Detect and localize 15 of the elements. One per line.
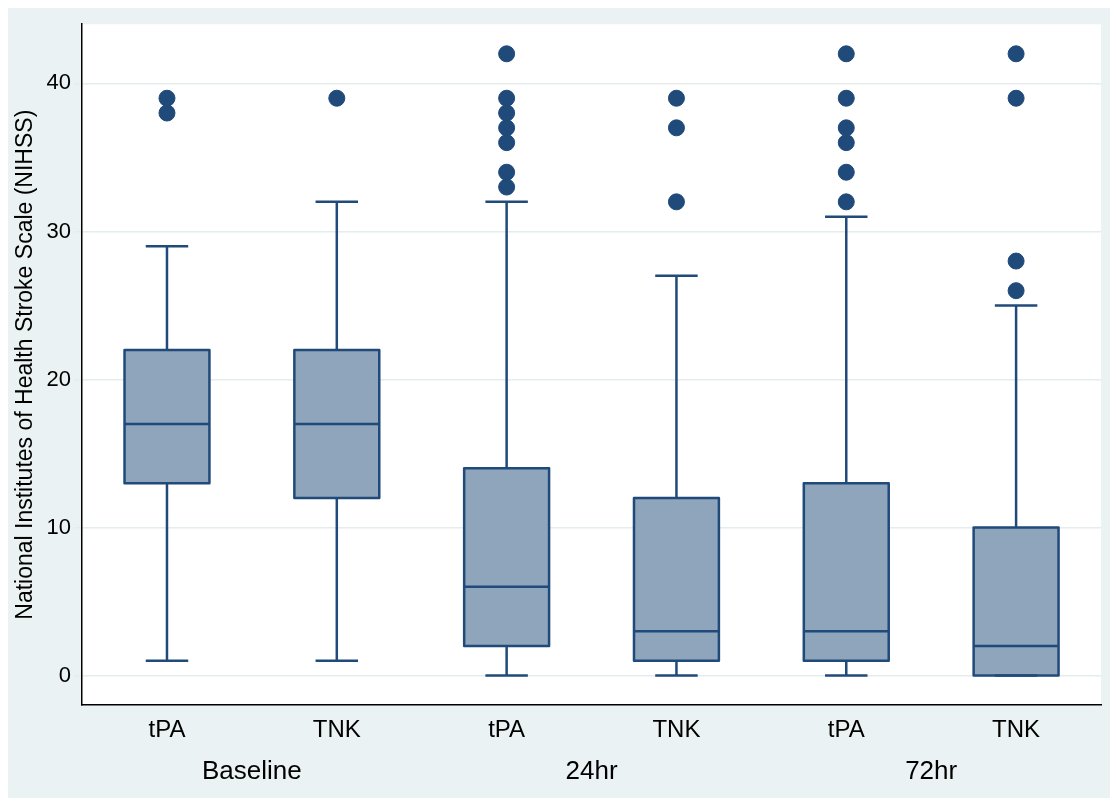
- text: Baseline: [202, 755, 302, 786]
- y-tick-label: 0: [58, 661, 72, 687]
- x-tick-label: tPA: [827, 715, 865, 743]
- text: 24hr: [565, 755, 618, 786]
- text: 72hr: [905, 755, 958, 786]
- x-tick-label: TNK: [992, 715, 1041, 743]
- x-tick-label: tPA: [488, 715, 526, 743]
- y-axis-title: National Institutes of Health Stroke Scale (NIHSS): [11, 109, 38, 620]
- x-tick-label: TNK: [652, 715, 701, 743]
- y-tick-label: 20: [46, 365, 72, 391]
- y-tick-label: 40: [46, 69, 72, 95]
- y-tick-label: 10: [46, 513, 72, 539]
- x-tick-label: tPA: [148, 715, 186, 743]
- x-tick-label: TNK: [312, 715, 361, 743]
- y-tick-label: 30: [46, 217, 72, 243]
